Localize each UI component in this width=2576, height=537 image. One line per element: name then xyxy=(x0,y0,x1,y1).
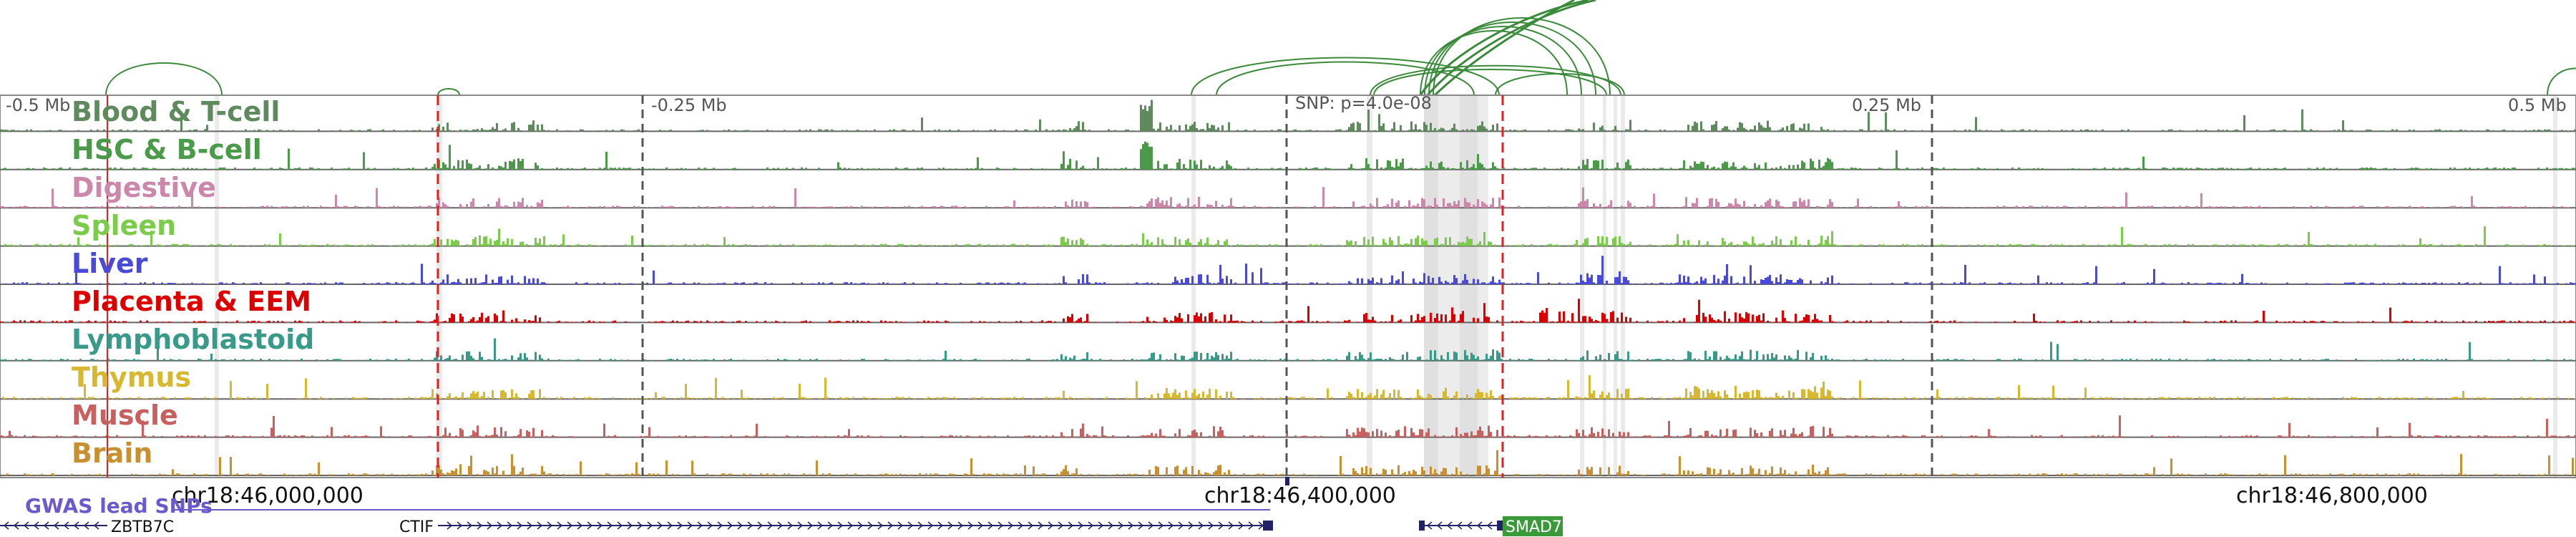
signal-peaks xyxy=(0,226,2576,246)
chromatin-loop-arc xyxy=(1426,0,1596,96)
chromatin-loop-arc xyxy=(1433,0,1575,97)
signal-peaks xyxy=(0,415,2576,437)
track-label-thymus: Thymus xyxy=(72,362,191,393)
coordinate-46800000: chr18:46,800,000 xyxy=(2236,483,2428,508)
chromatin-loop-arc xyxy=(1370,64,1621,96)
position-axes xyxy=(107,95,1933,478)
chromatin-loop-arc xyxy=(1424,26,1582,96)
snp-tick xyxy=(1285,477,1289,485)
chromatin-loop-arc xyxy=(1420,30,1568,96)
gene-label-smad7[interactable]: SMAD7 xyxy=(1506,518,1562,536)
signal-track-3 xyxy=(0,226,2576,247)
track-label-brain: Brain xyxy=(72,437,152,469)
gene-exon xyxy=(1263,521,1273,531)
track-label-placenta-eem: Placenta & EEM xyxy=(72,286,311,317)
track-label-spleen: Spleen xyxy=(72,210,176,241)
signal-track-7 xyxy=(0,375,2576,400)
signal-track-0 xyxy=(0,100,2576,132)
highlight-band xyxy=(1191,95,1196,478)
gene-track xyxy=(0,477,1503,531)
signal-peaks xyxy=(0,450,2576,475)
track-label-muscle: Muscle xyxy=(72,400,178,431)
gene-strand-chevrons xyxy=(3,521,1493,530)
signal-track-6 xyxy=(0,338,2576,362)
gene-label-zbtb7c[interactable]: ZBTB7C xyxy=(111,518,174,536)
chromatin-loop-arc xyxy=(1419,0,1589,96)
chromatin-loop-arc xyxy=(105,62,223,96)
signal-track-4 xyxy=(0,256,2576,285)
track-label-blood-tcell: Blood & T-cell xyxy=(72,96,280,127)
track-panel-border xyxy=(0,95,2576,478)
coordinate-46000000: chr18:46,000,000 xyxy=(172,483,364,508)
highlight-band xyxy=(1621,95,1625,478)
highlight-band xyxy=(1580,95,1584,478)
signal-track-1 xyxy=(0,141,2576,170)
signal-track-2 xyxy=(0,187,2576,209)
highlight-band xyxy=(1367,95,1372,478)
signal-track-8 xyxy=(0,415,2576,438)
snp-pvalue-label: SNP: p=4.0e-08 xyxy=(1295,93,1432,113)
track-label-digestive: Digestive xyxy=(72,172,216,203)
highlight-band xyxy=(1424,95,1438,478)
chromatin-loop-arc xyxy=(1433,17,1611,96)
signal-peaks xyxy=(0,141,2576,170)
track-area xyxy=(0,100,2576,476)
signal-peaks xyxy=(0,100,2576,132)
signal-peaks xyxy=(0,187,2576,208)
highlight-regions xyxy=(215,95,2557,478)
signal-peaks xyxy=(0,375,2576,400)
highlight-band xyxy=(215,95,219,478)
chromatin-loop-arc xyxy=(437,88,460,96)
position-label-neg-05: -0.5 Mb xyxy=(6,95,70,115)
signal-track-5 xyxy=(0,299,2576,324)
highlight-band xyxy=(436,95,442,478)
highlight-band xyxy=(1603,95,1606,478)
gene-badge-smad7[interactable] xyxy=(1503,516,1563,536)
highlight-band xyxy=(1614,95,1617,478)
track-label-liver: Liver xyxy=(72,248,148,279)
signal-peaks xyxy=(0,299,2576,323)
chromatin-loop-arc xyxy=(1216,61,1475,96)
coordinate-46400000: chr18:46,400,000 xyxy=(1204,483,1396,508)
chromatin-loop-arc xyxy=(1495,73,1625,96)
gene-label-ctif[interactable]: CTIF xyxy=(399,518,434,536)
track-label-hsc-bcell: HSC & B-cell xyxy=(72,134,262,165)
track-label-lymphoblastoid: Lymphoblastoid xyxy=(72,324,314,355)
gwas-lead-snps-label: GWAS lead SNPs xyxy=(25,494,213,518)
highlight-band xyxy=(1460,95,1478,478)
signal-peaks xyxy=(0,338,2576,361)
position-label-neg-025: -0.25 Mb xyxy=(651,95,727,115)
position-label-pos-025: 0.25 Mb xyxy=(1852,95,1921,115)
gene-exon xyxy=(1497,521,1503,531)
chromatin-loop-arc xyxy=(1191,57,1500,96)
position-label-pos-05: 0.5 Mb xyxy=(2508,95,2567,115)
chromatin-loop-arc xyxy=(1428,21,1596,96)
chromatin-loop-arc xyxy=(2547,67,2576,96)
gene-exon xyxy=(1419,521,1425,531)
signal-peaks xyxy=(0,256,2576,284)
signal-track-9 xyxy=(0,450,2576,476)
chromatin-loops xyxy=(105,0,2576,97)
highlight-band xyxy=(2553,95,2557,478)
